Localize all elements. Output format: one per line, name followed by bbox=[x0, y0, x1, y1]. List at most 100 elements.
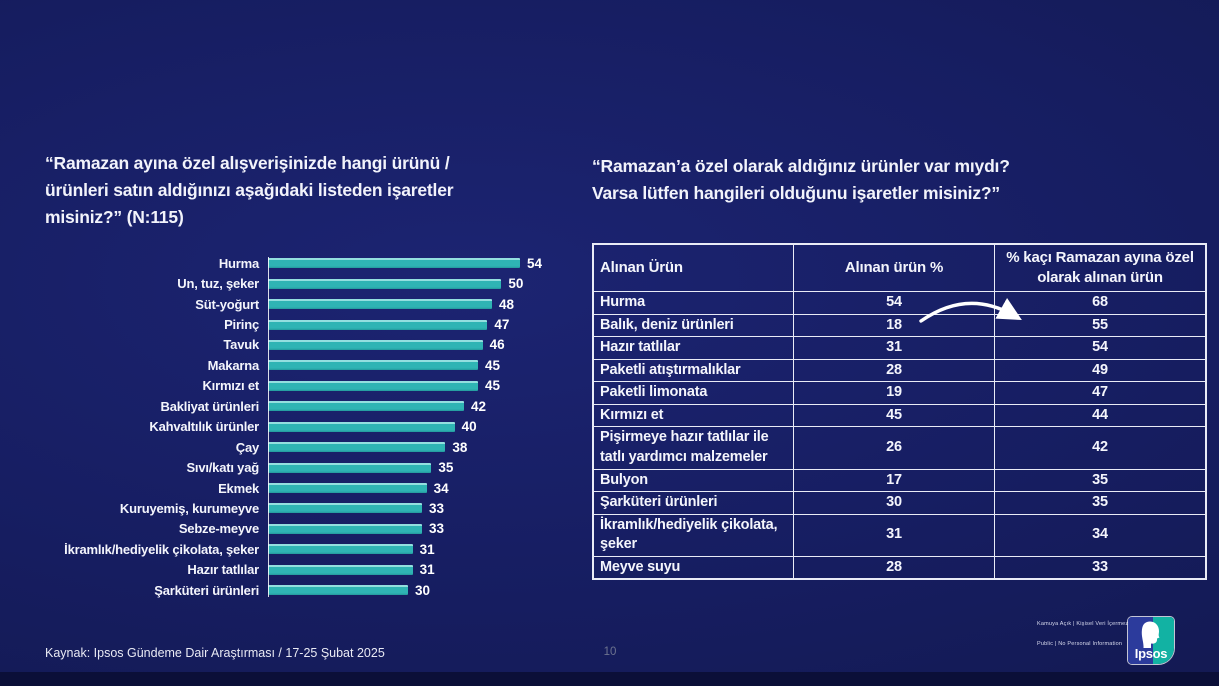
value-cell: 68 bbox=[994, 291, 1207, 315]
bar-area: 33 bbox=[268, 501, 585, 516]
value-cell: 47 bbox=[994, 381, 1207, 405]
page-number: 10 bbox=[603, 646, 617, 658]
bar-row: Kahvaltılık ürünler 40 bbox=[45, 417, 585, 437]
product-cell: Şarküteri ürünleri bbox=[592, 491, 794, 515]
value-cell: 34 bbox=[994, 513, 1207, 557]
column-header: % kaçı Ramazan ayına özel olarak alınan … bbox=[994, 243, 1207, 292]
bar-row: Hazır tatlılar 31 bbox=[45, 560, 585, 580]
bar-area: 33 bbox=[268, 521, 585, 536]
bar bbox=[268, 278, 502, 289]
ipsos-wordmark: Ipsos bbox=[1134, 646, 1168, 661]
bar bbox=[268, 319, 488, 330]
value-cell: 33 bbox=[994, 555, 1207, 580]
bar bbox=[268, 544, 413, 555]
table-header-row: Alınan Ürün Alınan ürün %% kaçı Ramazan a… bbox=[592, 243, 1207, 292]
bar bbox=[268, 401, 464, 412]
bar-area: 34 bbox=[268, 481, 585, 496]
bar-value: 50 bbox=[508, 276, 524, 292]
bar-area: 45 bbox=[268, 378, 585, 393]
table-row: Bulyon 17 35 bbox=[592, 468, 1207, 493]
value-cell: 19 bbox=[793, 381, 995, 405]
bar-area: 40 bbox=[268, 419, 585, 434]
bar-chart-rows: Hurma 54 Un, tuz, şeker 50 Süt-yoğurt 48 Pirin… bbox=[45, 253, 585, 601]
bar-label: Hazır tatlılar bbox=[187, 562, 259, 578]
bar-label: Kahvaltılık ürünler bbox=[149, 419, 259, 435]
source-note: Kaynak: Ipsos Gündeme Dair Araştırması /… bbox=[45, 646, 385, 660]
product-cell: Balık, deniz ürünleri bbox=[592, 313, 794, 338]
table-row: Pişirmeye hazır tatlılar ile tatlı yardı… bbox=[592, 426, 1207, 470]
product-cell: Paketli atıştırmalıklar bbox=[592, 358, 794, 383]
bar-value: 45 bbox=[485, 378, 501, 394]
bar-value: 33 bbox=[429, 521, 445, 537]
bar-area: 30 bbox=[268, 583, 585, 598]
bar-area: 31 bbox=[268, 562, 585, 577]
bar-label: Ekmek bbox=[218, 480, 259, 496]
bar bbox=[268, 339, 483, 350]
bar-label: Süt-yoğurt bbox=[195, 296, 259, 312]
value-cell: 28 bbox=[793, 555, 995, 580]
bar-row: İkramlık/hediyelik çikolata, şeker 31 bbox=[45, 539, 585, 559]
bar-value: 45 bbox=[485, 357, 501, 373]
value-cell: 35 bbox=[994, 491, 1207, 515]
classification-line-tr: Kamuya Açık | Kişisel Veri İçermez bbox=[1037, 621, 1129, 627]
bar bbox=[268, 483, 427, 494]
classification-line-en: Public | No Personal Information bbox=[1037, 641, 1123, 647]
bar-value: 31 bbox=[419, 562, 435, 578]
bar bbox=[268, 421, 455, 432]
column-header: Alınan ürün % bbox=[793, 243, 995, 292]
bar-value: 34 bbox=[433, 480, 449, 496]
bar-label: Pirinç bbox=[224, 317, 259, 333]
bar bbox=[268, 360, 478, 371]
table-row: Hazır tatlılar 31 54 bbox=[592, 336, 1207, 360]
bar bbox=[268, 564, 413, 575]
bar-label: Çay bbox=[235, 439, 259, 455]
product-cell: İkramlık/hediyelik çikolata, şeker bbox=[592, 513, 794, 557]
bar bbox=[268, 380, 478, 391]
bar-value: 31 bbox=[419, 541, 435, 557]
bottom-band bbox=[0, 672, 1219, 686]
product-cell: Pişirmeye hazır tatlılar ile tatlı yardı… bbox=[592, 426, 794, 470]
bar bbox=[268, 503, 422, 514]
face-profile-icon bbox=[1141, 621, 1160, 648]
bar-row: Pirinç 47 bbox=[45, 314, 585, 334]
jump-arrow-icon bbox=[919, 297, 1022, 323]
product-cell: Paketli limonata bbox=[592, 381, 794, 405]
product-cell: Hazır tatlılar bbox=[592, 336, 794, 360]
bar bbox=[268, 462, 432, 473]
table-row: Hurma 54 68 bbox=[592, 291, 1207, 315]
bar bbox=[268, 442, 446, 453]
bar-area: 31 bbox=[268, 542, 585, 557]
bar-label: Bakliyat ürünleri bbox=[160, 398, 260, 414]
bar-row: Süt-yoğurt 48 bbox=[45, 294, 585, 314]
bar-area: 46 bbox=[268, 337, 585, 352]
bar-row: Kuruyemiş, kurumeyve 33 bbox=[45, 498, 585, 518]
bar-area: 47 bbox=[268, 317, 585, 332]
bar-value: 40 bbox=[461, 419, 477, 435]
value-cell: 31 bbox=[793, 336, 995, 360]
bar bbox=[268, 299, 492, 310]
bar-label: Hurma bbox=[218, 255, 259, 271]
value-cell: 30 bbox=[793, 491, 995, 515]
table-row: Balık, deniz ürünleri 18 55 bbox=[592, 313, 1207, 338]
right-question-title: “Ramazan’a özel olarak aldığınız ürünler… bbox=[592, 156, 1010, 203]
value-cell: 49 bbox=[994, 358, 1207, 383]
bar-area: 38 bbox=[268, 440, 585, 455]
value-cell: 44 bbox=[994, 403, 1207, 428]
bar-chart: Hurma 54 Un, tuz, şeker 50 Süt-yoğurt 48 Pirin… bbox=[45, 253, 585, 601]
table-row: Şarküteri ürünleri 30 35 bbox=[592, 491, 1207, 515]
value-cell: 26 bbox=[793, 426, 995, 470]
value-cell: 31 bbox=[793, 513, 995, 557]
value-cell: 17 bbox=[793, 468, 995, 493]
bar-row: Sebze-meyve 33 bbox=[45, 519, 585, 539]
bar-row: Ekmek 34 bbox=[45, 478, 585, 498]
value-cell: 35 bbox=[994, 468, 1207, 493]
results-table-head: Alınan Ürün Alınan ürün %% kaçı Ramazan a… bbox=[592, 243, 1207, 292]
bar-row: Tavuk 46 bbox=[45, 335, 585, 355]
bar-row: Un, tuz, şeker 50 bbox=[45, 273, 585, 293]
bar-value: 35 bbox=[438, 460, 454, 476]
value-cell: 42 bbox=[994, 426, 1207, 470]
bar-label: Makarna bbox=[207, 357, 260, 373]
ipsos-logo: Ipsos bbox=[1128, 617, 1174, 664]
results-table: Alınan Ürün Alınan ürün %% kaçı Ramazan a… bbox=[592, 243, 1207, 581]
bar-value: 38 bbox=[452, 439, 468, 455]
